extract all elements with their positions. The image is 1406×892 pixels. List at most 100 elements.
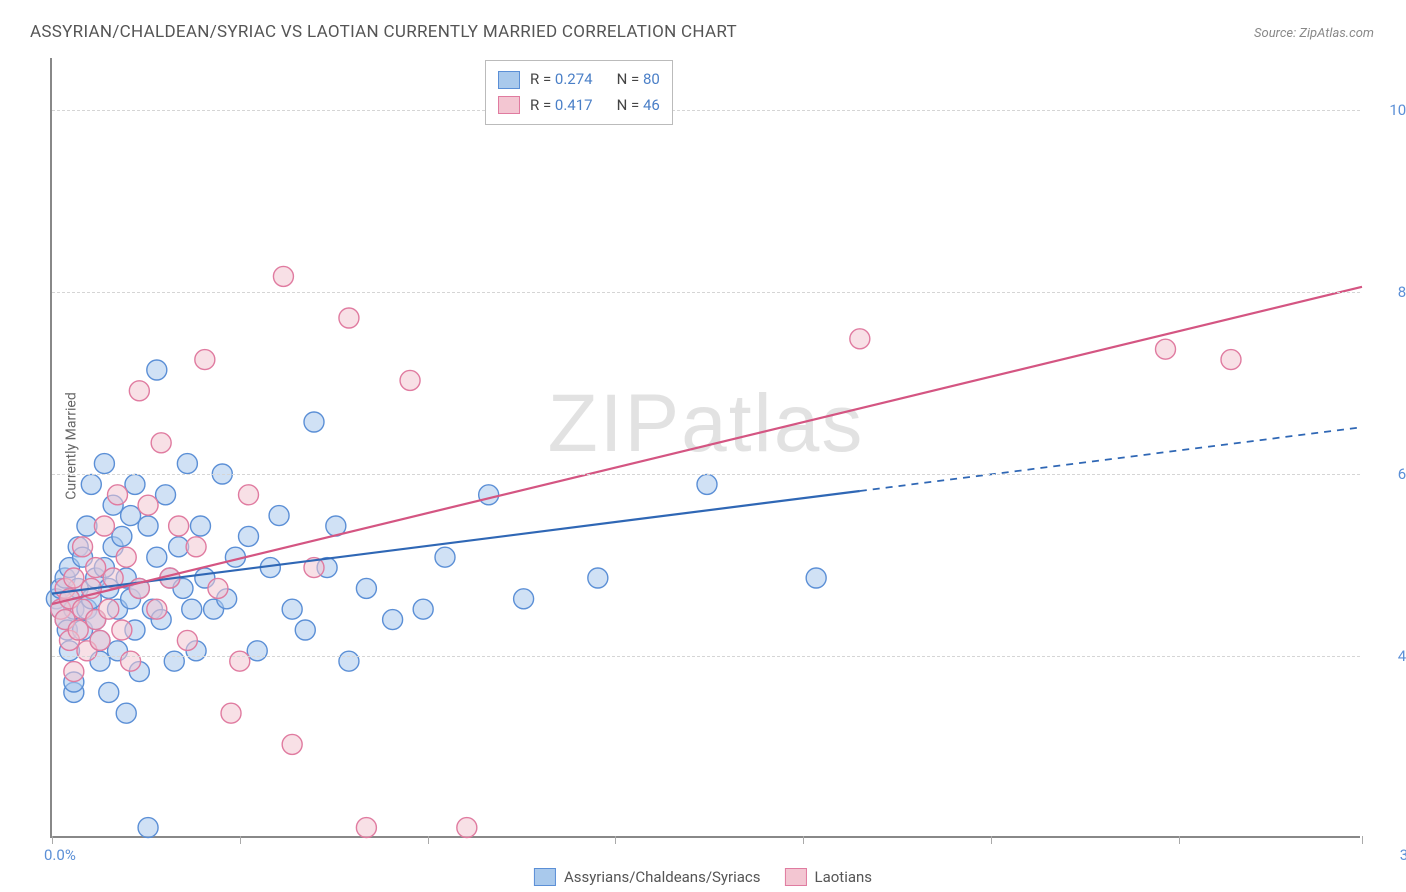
legend-swatch (498, 96, 520, 114)
data-point (138, 818, 158, 838)
legend-row: R = 0.274 N = 80 (498, 67, 660, 93)
data-point (588, 568, 608, 588)
y-tick-label: 100.0% (1368, 101, 1406, 119)
data-point (64, 662, 84, 682)
series-legend-item: Laotians (785, 868, 873, 886)
trend-line-dashed (860, 427, 1362, 491)
trend-line (52, 287, 1362, 604)
series-legend: Assyrians/Chaldeans/Syriacs Laotians (534, 868, 872, 886)
data-point (221, 703, 241, 723)
data-point (282, 599, 302, 619)
data-point (121, 651, 141, 671)
series-legend-item: Assyrians/Chaldeans/Syriacs (534, 868, 761, 886)
x-tick (1179, 836, 1180, 844)
data-point (138, 495, 158, 515)
data-point (169, 516, 189, 536)
x-axis-min-label: 0.0% (44, 846, 76, 864)
y-tick-label: 82.5% (1368, 283, 1406, 301)
chart-title: ASSYRIAN/CHALDEAN/SYRIAC VS LAOTIAN CURR… (30, 22, 737, 42)
data-point (295, 620, 315, 640)
data-point (400, 370, 420, 390)
data-point (156, 485, 176, 505)
y-tick-label: 47.5% (1368, 647, 1406, 665)
gridline (52, 110, 1360, 111)
data-point (304, 412, 324, 432)
data-point (68, 620, 88, 640)
correlation-legend: R = 0.274 N = 80 R = 0.417 N = 46 (485, 60, 673, 125)
legend-row: R = 0.417 N = 46 (498, 93, 660, 119)
data-point (339, 308, 359, 328)
data-point (147, 360, 167, 380)
data-point (282, 734, 302, 754)
x-tick (428, 836, 429, 844)
data-point (195, 350, 215, 370)
data-point (121, 506, 141, 526)
source-attribution: Source: ZipAtlas.com (1254, 26, 1374, 41)
data-point (164, 651, 184, 671)
legend-swatch (498, 71, 520, 89)
data-point (90, 630, 110, 650)
legend-n-label: N = 80 (617, 67, 660, 93)
gridline (52, 656, 1360, 657)
data-point (112, 620, 132, 640)
data-point (182, 599, 202, 619)
gridline (52, 292, 1360, 293)
x-tick (1362, 836, 1363, 844)
data-point (273, 266, 293, 286)
data-point (177, 454, 197, 474)
data-point (339, 651, 359, 671)
x-tick (991, 836, 992, 844)
data-point (81, 474, 101, 494)
data-point (457, 818, 477, 838)
legend-r-label: R = 0.417 (530, 93, 593, 119)
legend-swatch (534, 868, 556, 886)
chart-svg (52, 58, 1360, 836)
data-point (112, 526, 132, 546)
data-point (239, 485, 259, 505)
data-point (147, 547, 167, 567)
data-point (356, 818, 376, 838)
data-point (147, 599, 167, 619)
data-point (230, 651, 250, 671)
data-point (479, 485, 499, 505)
data-point (208, 578, 228, 598)
x-tick (52, 836, 53, 844)
data-point (383, 610, 403, 630)
data-point (239, 526, 259, 546)
data-point (186, 537, 206, 557)
series-name: Laotians (815, 868, 873, 886)
data-point (64, 568, 84, 588)
plot-area: ZIPatlas 47.5%65.0%82.5%100.0%0.0%30.0% (50, 58, 1360, 838)
data-point (269, 506, 289, 526)
data-point (99, 682, 119, 702)
data-point (1156, 339, 1176, 359)
legend-r-label: R = 0.274 (530, 67, 593, 93)
data-point (697, 474, 717, 494)
data-point (356, 578, 376, 598)
x-tick (240, 836, 241, 844)
data-point (413, 599, 433, 619)
x-tick (615, 836, 616, 844)
data-point (108, 485, 128, 505)
series-name: Assyrians/Chaldeans/Syriacs (564, 868, 761, 886)
gridline (52, 474, 1360, 475)
legend-swatch (785, 868, 807, 886)
data-point (1221, 350, 1241, 370)
data-point (151, 433, 171, 453)
x-axis-max-label: 30.0% (1366, 846, 1406, 864)
data-point (190, 516, 210, 536)
x-tick (803, 836, 804, 844)
legend-n-label: N = 46 (617, 93, 660, 119)
data-point (514, 589, 534, 609)
data-point (177, 630, 197, 650)
data-point (86, 558, 106, 578)
data-point (116, 703, 136, 723)
data-point (99, 599, 119, 619)
data-point (129, 381, 149, 401)
data-point (806, 568, 826, 588)
data-point (247, 641, 267, 661)
data-point (94, 454, 114, 474)
data-point (138, 516, 158, 536)
data-point (94, 516, 114, 536)
y-tick-label: 65.0% (1368, 465, 1406, 483)
